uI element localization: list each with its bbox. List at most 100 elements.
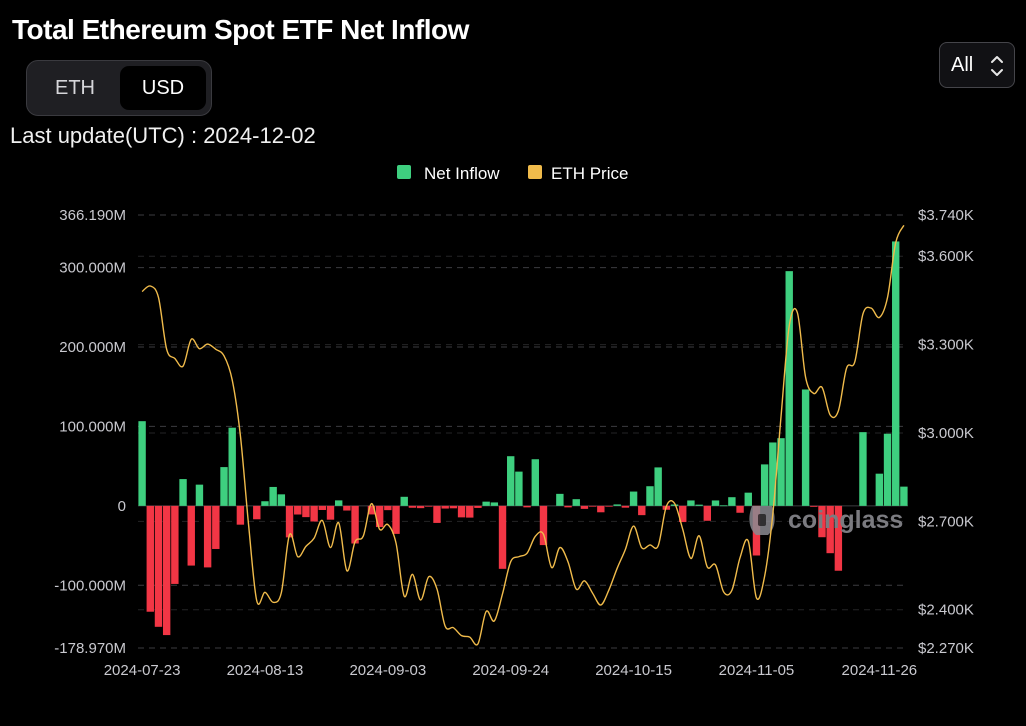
inflow-bar[interactable]: [425, 505, 433, 507]
inflow-bar[interactable]: [203, 505, 212, 568]
inflow-bar[interactable]: [507, 456, 515, 506]
inflow-bar[interactable]: [416, 505, 425, 509]
unit-usd-button[interactable]: USD: [120, 66, 206, 110]
inflow-bar[interactable]: [580, 505, 589, 509]
inflow-bar[interactable]: [154, 505, 163, 627]
inflow-bar[interactable]: [285, 505, 294, 538]
inflow-bar[interactable]: [703, 505, 712, 521]
inflow-bar[interactable]: [728, 497, 736, 506]
inflow-bar[interactable]: [679, 505, 687, 523]
right-axis-tick-label: $3.000K: [918, 425, 974, 442]
inflow-bar[interactable]: [695, 504, 703, 506]
inflow-bar[interactable]: [138, 421, 146, 506]
inflow-bar[interactable]: [351, 505, 359, 544]
inflow-bar[interactable]: [187, 505, 195, 566]
inflow-bar[interactable]: [760, 464, 769, 506]
inflow-bar[interactable]: [384, 505, 392, 511]
inflow-bar[interactable]: [498, 505, 507, 569]
inflow-bar[interactable]: [875, 473, 884, 506]
inflow-bar[interactable]: [818, 505, 826, 538]
inflow-bar[interactable]: [801, 389, 810, 506]
inflow-bar[interactable]: [629, 491, 638, 506]
inflow-bar[interactable]: [334, 500, 343, 506]
inflow-bar[interactable]: [883, 433, 892, 506]
inflow-bar[interactable]: [318, 505, 327, 510]
inflow-bar[interactable]: [146, 505, 154, 612]
inflow-bar[interactable]: [236, 505, 245, 525]
inflow-bar[interactable]: [343, 505, 351, 511]
inflow-bar[interactable]: [253, 505, 261, 520]
left-axis-tick-label: 0: [118, 498, 126, 515]
legend-eth-price[interactable]: ETH Price: [528, 164, 628, 183]
inflow-bar[interactable]: [482, 501, 490, 506]
inflow-bar[interactable]: [859, 432, 867, 506]
inflow-bar[interactable]: [572, 499, 580, 506]
inflow-bar[interactable]: [294, 505, 302, 515]
inflow-bar[interactable]: [785, 271, 793, 506]
inflow-bar[interactable]: [449, 505, 458, 509]
inflow-bar[interactable]: [539, 505, 548, 546]
inflow-bar[interactable]: [719, 505, 728, 507]
inflow-bar[interactable]: [605, 505, 613, 507]
inflow-bar[interactable]: [171, 505, 179, 584]
inflow-bar[interactable]: [621, 505, 630, 508]
inflow-bar[interactable]: [326, 505, 335, 520]
inflow-bar[interactable]: [638, 505, 646, 516]
inflow-bar[interactable]: [736, 505, 744, 513]
inflow-bar[interactable]: [220, 467, 228, 506]
inflow-bar[interactable]: [711, 500, 720, 506]
inflow-bar[interactable]: [261, 501, 269, 506]
inflow-bar[interactable]: [531, 459, 539, 506]
inflow-bar[interactable]: [466, 505, 474, 518]
inflow-bar[interactable]: [474, 505, 482, 508]
inflow-bar[interactable]: [457, 505, 466, 518]
inflow-bar[interactable]: [613, 504, 621, 506]
left-axis-tick-label: -100.000M: [54, 577, 126, 594]
inflow-bar[interactable]: [556, 493, 564, 506]
inflow-bar[interactable]: [367, 505, 376, 515]
inflow-bar[interactable]: [564, 505, 572, 508]
inflow-bar[interactable]: [654, 467, 662, 506]
inflow-bar[interactable]: [810, 505, 818, 507]
inflow-bar[interactable]: [515, 471, 523, 506]
unit-eth-button[interactable]: ETH: [55, 77, 95, 99]
inflow-bar[interactable]: [687, 500, 695, 506]
inflow-bar[interactable]: [162, 505, 171, 636]
inflow-bar[interactable]: [441, 505, 449, 509]
inflow-bar[interactable]: [588, 505, 597, 507]
inflow-bar[interactable]: [375, 505, 384, 528]
inflow-bar[interactable]: [597, 505, 605, 513]
inflow-bar[interactable]: [179, 479, 187, 506]
legend-net-inflow[interactable]: Net Inflow: [397, 164, 500, 183]
inflow-bar[interactable]: [400, 496, 408, 506]
inflow-bar[interactable]: [408, 505, 417, 508]
inflow-bar[interactable]: [490, 502, 499, 506]
inflow-bar[interactable]: [834, 505, 843, 571]
inflow-bar[interactable]: [769, 442, 777, 506]
unit-toggle: ETH USD: [26, 60, 212, 116]
coinglass-logo-icon: [749, 506, 775, 535]
inflow-bars: [138, 241, 908, 636]
inflow-bar[interactable]: [277, 494, 286, 506]
inflow-bar[interactable]: [310, 505, 318, 522]
inflow-bar[interactable]: [777, 438, 785, 506]
inflow-bar[interactable]: [269, 486, 277, 506]
inflow-bar[interactable]: [523, 505, 531, 508]
inflow-bar[interactable]: [302, 505, 310, 518]
inflow-bar[interactable]: [228, 427, 236, 506]
inflow-bar[interactable]: [892, 241, 900, 506]
inflow-bar[interactable]: [670, 504, 679, 506]
time-range-select[interactable]: All: [939, 42, 1015, 88]
x-axis-tick-label: 2024-11-05: [719, 662, 795, 679]
inflow-bar[interactable]: [195, 484, 204, 506]
last-update-date: 2024-12-02: [203, 123, 316, 148]
inflow-bar[interactable]: [433, 505, 441, 523]
inflow-bar[interactable]: [646, 486, 654, 506]
left-axis-tick-label: 100.000M: [59, 418, 126, 435]
inflow-bar[interactable]: [826, 505, 834, 554]
inflow-bar[interactable]: [212, 505, 220, 549]
inflow-bar[interactable]: [744, 492, 752, 506]
inflow-bar[interactable]: [900, 486, 908, 506]
inflow-bar[interactable]: [392, 505, 400, 534]
